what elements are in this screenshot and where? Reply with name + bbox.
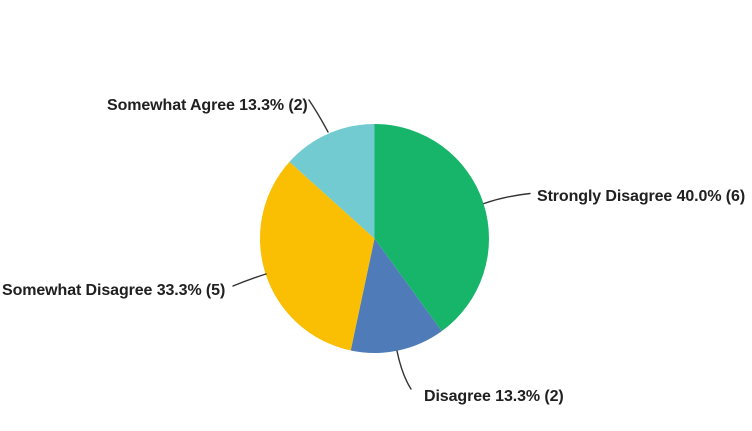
pie-slice-strongly-disagree — [374, 124, 489, 332]
leader-line-somewhat-disagree — [232, 273, 267, 287]
leader-line-strongly-disagree — [483, 192, 531, 205]
slice-label-somewhat-disagree: Somewhat Disagree 33.3% (5) — [2, 282, 226, 299]
slice-label-somewhat-agree: Somewhat Agree 13.3% (2) — [107, 97, 308, 114]
pie-slice-somewhat-disagree — [259, 161, 375, 351]
leader-line-somewhat-agree — [308, 99, 329, 133]
slice-label-disagree: Disagree 13.3% (2) — [424, 388, 564, 405]
leader-line-disagree — [396, 350, 412, 390]
pie-slice-disagree — [350, 238, 442, 354]
pie-slice-somewhat-agree — [289, 124, 375, 239]
slice-label-strongly-disagree: Strongly Disagree 40.0% (6) — [537, 188, 746, 205]
